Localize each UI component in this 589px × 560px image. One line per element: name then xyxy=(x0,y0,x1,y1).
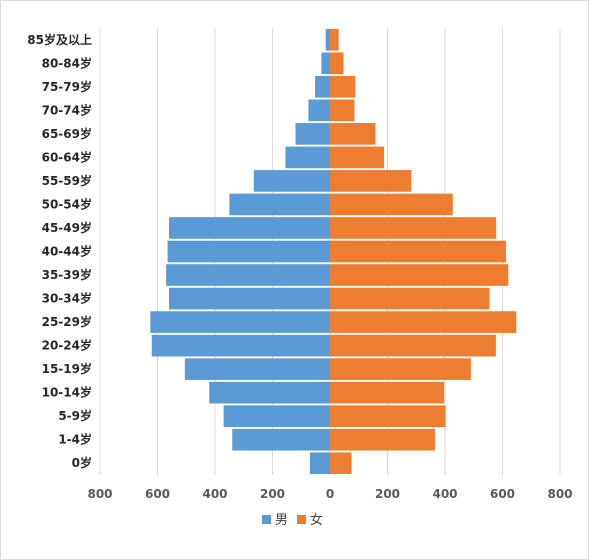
x-tick-label-1: 600 xyxy=(145,487,170,501)
bars xyxy=(150,28,517,475)
bar-female-6 xyxy=(330,311,517,333)
category-label-8: 35-39岁 xyxy=(42,267,92,282)
category-label-5: 20-24岁 xyxy=(42,338,92,353)
x-tick-label-5: 200 xyxy=(375,487,400,501)
bar-female-5 xyxy=(330,334,496,357)
category-label-10: 45-49岁 xyxy=(42,220,92,235)
x-tick-label-6: 400 xyxy=(432,487,457,501)
bar-male-18 xyxy=(325,28,330,51)
bar-female-18 xyxy=(330,28,339,51)
x-tick-label-0: 800 xyxy=(87,487,112,501)
legend-swatch-1 xyxy=(297,515,306,524)
legend-swatch-0 xyxy=(262,515,271,524)
category-label-7: 30-34岁 xyxy=(42,291,92,306)
x-tick-label-4: 0 xyxy=(326,487,334,501)
bar-female-10 xyxy=(330,217,497,239)
bar-female-2 xyxy=(330,405,446,428)
legend-label-1: 女 xyxy=(310,512,323,528)
bar-female-14 xyxy=(330,123,376,145)
category-label-3: 10-14岁 xyxy=(42,385,92,400)
x-tick-label-3: 200 xyxy=(260,487,285,501)
category-label-0: 0岁 xyxy=(72,455,92,470)
bar-female-13 xyxy=(330,146,385,169)
bar-male-5 xyxy=(151,334,330,357)
category-label-15: 70-74岁 xyxy=(42,102,92,117)
category-label-1: 1-4岁 xyxy=(58,432,92,447)
bar-female-1 xyxy=(330,428,435,451)
bar-female-0 xyxy=(330,452,352,475)
bar-male-17 xyxy=(321,52,330,75)
category-label-2: 5-9岁 xyxy=(58,408,92,423)
bar-female-12 xyxy=(330,170,412,192)
x-tick-label-7: 600 xyxy=(490,487,515,501)
category-label-6: 25-29岁 xyxy=(42,314,92,329)
bar-female-4 xyxy=(330,358,471,380)
bar-male-1 xyxy=(232,428,330,451)
legend-label-0: 男 xyxy=(275,513,288,528)
category-label-18: 85岁及以上 xyxy=(27,32,92,47)
category-label-11: 50-54岁 xyxy=(42,196,92,211)
x-axis-tick-labels: 800 600 400 200 0 200 400 600 800 xyxy=(87,487,572,501)
category-label-16: 75-79岁 xyxy=(42,79,92,94)
bar-male-9 xyxy=(167,240,330,263)
category-label-12: 55-59岁 xyxy=(42,173,92,188)
category-label-9: 40-44岁 xyxy=(42,244,92,259)
bar-male-4 xyxy=(184,358,330,380)
category-label-14: 65-69岁 xyxy=(42,126,92,141)
bar-male-14 xyxy=(295,123,330,145)
bar-male-0 xyxy=(309,452,330,475)
legend: 男女 xyxy=(262,512,323,528)
category-labels: 0岁 1-4岁 5-9岁 10-14岁 15-19岁 20-24岁 25-29岁 30-34岁… xyxy=(27,32,92,470)
category-label-17: 80-84岁 xyxy=(42,55,92,70)
bar-male-15 xyxy=(308,99,330,122)
bar-male-11 xyxy=(229,193,330,216)
bar-female-8 xyxy=(330,264,509,286)
bar-male-3 xyxy=(209,381,330,404)
bar-female-11 xyxy=(330,193,453,216)
x-tick-label-8: 800 xyxy=(547,487,572,501)
bar-female-16 xyxy=(330,75,356,98)
bar-male-6 xyxy=(150,311,330,333)
x-tick-label-2: 400 xyxy=(202,487,227,501)
bar-male-13 xyxy=(285,146,330,169)
category-label-13: 60-64岁 xyxy=(42,149,92,164)
bar-male-2 xyxy=(223,405,330,428)
bar-female-7 xyxy=(330,287,490,310)
bar-male-12 xyxy=(253,170,330,192)
bar-female-3 xyxy=(330,381,445,404)
bar-female-17 xyxy=(330,52,344,75)
bar-male-7 xyxy=(169,287,330,310)
bar-male-16 xyxy=(315,75,330,98)
bar-female-15 xyxy=(330,99,355,122)
category-label-4: 15-19岁 xyxy=(42,361,92,376)
bar-male-8 xyxy=(166,264,330,286)
bar-male-10 xyxy=(169,217,330,239)
bar-female-9 xyxy=(330,240,506,263)
